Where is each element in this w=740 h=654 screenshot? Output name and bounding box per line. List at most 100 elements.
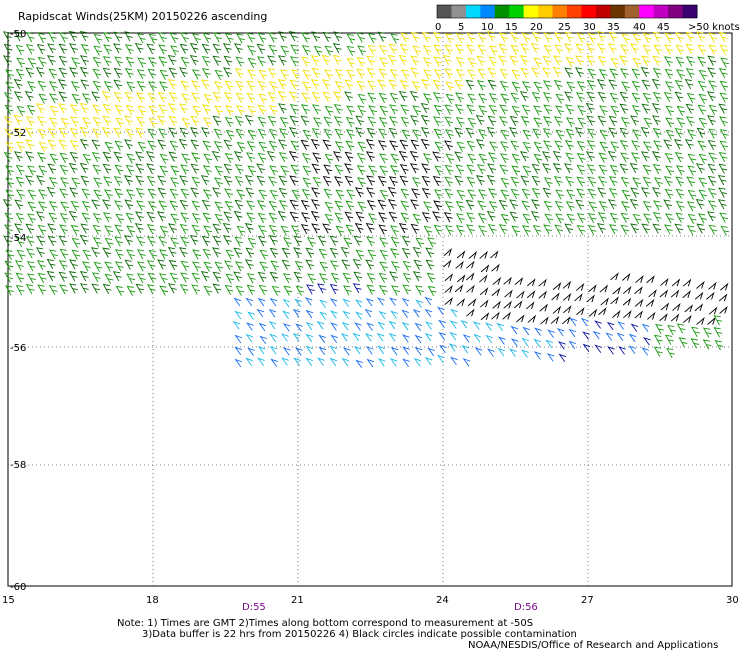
wind-barb — [168, 115, 178, 126]
wind-barb — [619, 55, 628, 66]
wind-barb — [356, 152, 366, 164]
wind-barb — [136, 81, 146, 92]
wind-barb — [16, 141, 25, 152]
wind-barb — [46, 55, 56, 66]
wind-barb — [607, 199, 617, 210]
wind-barb — [27, 189, 37, 200]
wind-barb — [259, 249, 269, 260]
wind-barb — [148, 117, 158, 128]
wind-barb — [134, 42, 144, 54]
color-scale-label: 15 — [505, 22, 518, 33]
wind-barb — [4, 128, 14, 139]
wind-barb — [672, 302, 681, 311]
wind-barb — [432, 211, 441, 222]
wind-barb — [391, 285, 400, 296]
wind-barb — [36, 260, 46, 271]
wind-barb — [247, 69, 256, 80]
wind-barb — [352, 332, 361, 342]
wind-barb — [181, 93, 190, 104]
wind-barb — [540, 316, 549, 325]
wind-barb — [189, 43, 199, 54]
wind-barb — [168, 223, 177, 234]
wind-barb — [191, 272, 201, 283]
wind-barb — [113, 176, 123, 187]
wind-barb — [223, 139, 233, 150]
wind-barb — [520, 175, 530, 186]
wind-barb — [234, 175, 244, 187]
wind-barb — [146, 284, 156, 295]
wind-barb — [717, 175, 727, 186]
wind-barb — [454, 44, 464, 55]
wind-barb — [686, 201, 696, 212]
wind-barb — [147, 92, 157, 103]
wind-barb — [708, 104, 718, 115]
wind-barb — [665, 165, 675, 176]
lon-label: 18 — [146, 595, 159, 606]
wind-barb — [594, 320, 602, 329]
wind-barb — [82, 261, 91, 272]
wind-barb — [302, 177, 312, 188]
wind-barb — [80, 79, 90, 90]
wind-barb — [454, 104, 464, 115]
wind-barb — [37, 56, 47, 67]
wind-barb — [521, 188, 531, 199]
wind-barb — [168, 259, 178, 270]
wind-barb — [379, 153, 388, 164]
wind-barb — [577, 117, 587, 128]
wind-barb — [324, 153, 334, 164]
wind-barb — [212, 271, 222, 282]
wind-barb — [4, 104, 14, 115]
wind-barb — [444, 44, 454, 55]
wind-barb — [289, 199, 299, 210]
wind-barb — [319, 311, 327, 320]
wind-barb — [610, 272, 619, 281]
wind-barb — [629, 199, 639, 210]
wind-barb — [448, 343, 457, 352]
wind-barb — [27, 273, 36, 284]
wind-barb — [432, 151, 441, 162]
wind-barb — [366, 272, 376, 284]
wind-barb — [676, 105, 686, 116]
wind-barb — [346, 69, 355, 80]
wind-barb — [420, 115, 430, 126]
wind-barb — [399, 80, 409, 91]
wind-barb — [444, 33, 454, 44]
wind-barb — [612, 309, 621, 318]
wind-barb — [630, 223, 639, 234]
wind-barb — [289, 211, 299, 222]
wind-barb — [158, 200, 168, 211]
wind-barb — [599, 129, 609, 140]
wind-barb — [365, 151, 375, 162]
wind-barb — [521, 32, 531, 43]
color-scale-swatch — [538, 5, 554, 18]
wind-barb — [281, 247, 291, 258]
wind-barb — [542, 67, 551, 78]
wind-barb — [169, 188, 179, 199]
wind-barb — [509, 199, 518, 210]
wind-barb — [278, 200, 288, 211]
wind-barb — [608, 115, 618, 126]
wind-barb — [696, 31, 706, 42]
wind-barb — [400, 188, 410, 199]
wind-barb — [479, 287, 489, 296]
wind-barb — [302, 129, 312, 140]
wind-barb — [125, 189, 135, 200]
wind-barb — [401, 334, 410, 343]
wind-barb — [222, 222, 232, 234]
wind-barb — [444, 116, 454, 127]
wind-barb — [557, 341, 566, 350]
wind-barb — [37, 80, 47, 91]
wind-barb — [104, 237, 114, 248]
wind-barb — [491, 311, 500, 320]
wind-barb — [670, 289, 680, 298]
wind-barb — [586, 80, 596, 91]
wind-barb — [212, 43, 222, 54]
wind-barb — [312, 104, 321, 115]
wind-barb — [455, 56, 465, 67]
wind-barb — [412, 271, 422, 282]
wind-barb — [642, 200, 652, 212]
wind-barb — [322, 175, 332, 186]
wind-barb — [713, 327, 723, 338]
wind-barb — [377, 176, 387, 187]
wind-barb — [212, 91, 222, 102]
